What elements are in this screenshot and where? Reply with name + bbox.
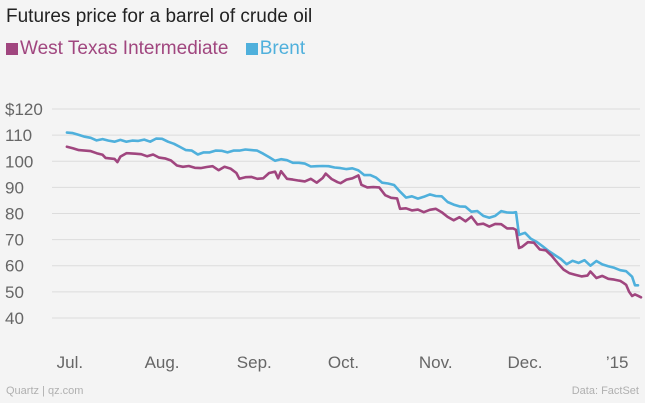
legend-item-wti: West Texas Intermediate bbox=[6, 38, 228, 60]
series-lines bbox=[65, 131, 643, 299]
y-tick-label: 70 bbox=[5, 231, 24, 250]
y-tick-label: 90 bbox=[5, 178, 24, 197]
legend-label-brent: Brent bbox=[259, 38, 306, 59]
legend-swatch-wti bbox=[6, 43, 18, 55]
data-source: Data: FactSet bbox=[571, 385, 639, 397]
legend: West Texas Intermediate Brent bbox=[6, 38, 317, 61]
x-tick-label: Nov. bbox=[419, 353, 453, 372]
y-tick-label: 50 bbox=[5, 283, 24, 302]
legend-swatch-brent bbox=[245, 43, 258, 55]
x-tick-label: Dec. bbox=[507, 353, 542, 372]
series-line-wti bbox=[65, 145, 643, 299]
x-tick-label: Aug. bbox=[145, 353, 180, 372]
x-axis: Jul. Aug. Sep. Oct. Nov. Dec. ’15 bbox=[57, 353, 629, 372]
x-tick-label: Jul. bbox=[57, 353, 83, 372]
y-tick-label: 100 bbox=[5, 152, 33, 171]
x-tick-label: Sep. bbox=[237, 353, 272, 372]
y-tick-label: $120 bbox=[5, 100, 43, 119]
legend-label-wti: West Texas Intermediate bbox=[20, 38, 229, 59]
y-tick-label: 80 bbox=[5, 205, 24, 224]
y-axis: $120 110 100 90 80 70 60 50 40 bbox=[5, 100, 43, 328]
chart-title: Futures price for a barrel of crude oil bbox=[6, 6, 313, 27]
y-tick-label: 60 bbox=[5, 257, 24, 276]
x-tick-label: ’15 bbox=[606, 353, 629, 372]
legend-item-brent: Brent bbox=[245, 38, 306, 60]
y-tick-label: 110 bbox=[5, 126, 32, 145]
x-tick-label: Oct. bbox=[328, 353, 359, 372]
gridlines bbox=[52, 108, 640, 319]
y-tick-label: 40 bbox=[5, 309, 24, 328]
source-credit: Quartz | qz.com bbox=[6, 385, 84, 397]
